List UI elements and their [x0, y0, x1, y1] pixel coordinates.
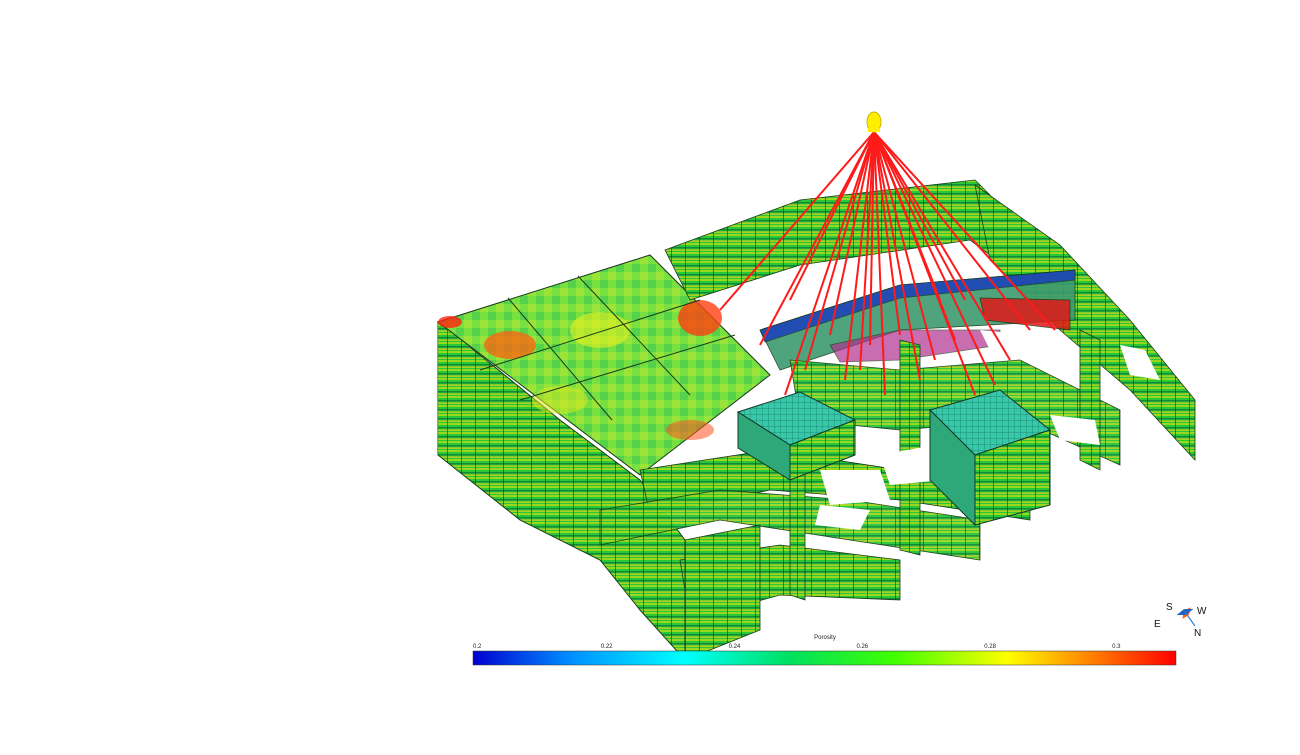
compass-e: E — [1154, 619, 1161, 630]
well-path — [873, 131, 1011, 361]
well-path — [859, 131, 875, 371]
well-path — [719, 131, 875, 311]
colorbar-title: Porosity — [814, 635, 836, 641]
well-path — [873, 131, 996, 386]
reservoir-left-block — [436, 254, 771, 662]
porosity-colorbar: Porosity 0.2 0.22 0.24 0.26 0.28 0.3 — [472, 635, 1177, 666]
colorbar-tick-label: 0.22 — [601, 644, 613, 650]
colorbar-ticks: 0.2 0.22 0.24 0.26 0.28 0.3 — [473, 644, 1121, 650]
well-path — [873, 131, 936, 361]
well-path — [873, 131, 901, 336]
well-path — [804, 131, 875, 371]
compass-s: S — [1166, 602, 1173, 613]
colorbar-tick-label: 0.24 — [729, 644, 741, 650]
well-path — [844, 131, 875, 381]
colorbar-tick-label: 0.26 — [856, 644, 868, 650]
top-surface-hotspots — [438, 300, 722, 440]
well-path — [869, 131, 875, 346]
well-path — [873, 131, 1031, 331]
refined-box-left — [736, 391, 857, 481]
well-path — [829, 131, 875, 336]
well-path — [759, 131, 875, 346]
platform-marker — [866, 111, 882, 133]
well-path — [789, 131, 875, 301]
compass-rose: S W E N — [1154, 602, 1207, 639]
well-path — [873, 131, 886, 396]
fence-panels — [599, 179, 1196, 661]
well-trajectories — [719, 131, 1056, 396]
well-path — [873, 131, 941, 301]
well-path — [873, 131, 966, 301]
refined-box-right — [929, 389, 1052, 527]
colorbar-tick-label: 0.2 — [473, 644, 482, 650]
well-path — [784, 131, 875, 396]
compass-w: W — [1197, 606, 1207, 617]
compass-n: N — [1194, 628, 1201, 639]
colorbar-tick-label: 0.3 — [1112, 644, 1121, 650]
well-path — [873, 131, 1056, 331]
colorbar-tick-label: 0.28 — [984, 644, 996, 650]
well-path — [873, 131, 921, 381]
